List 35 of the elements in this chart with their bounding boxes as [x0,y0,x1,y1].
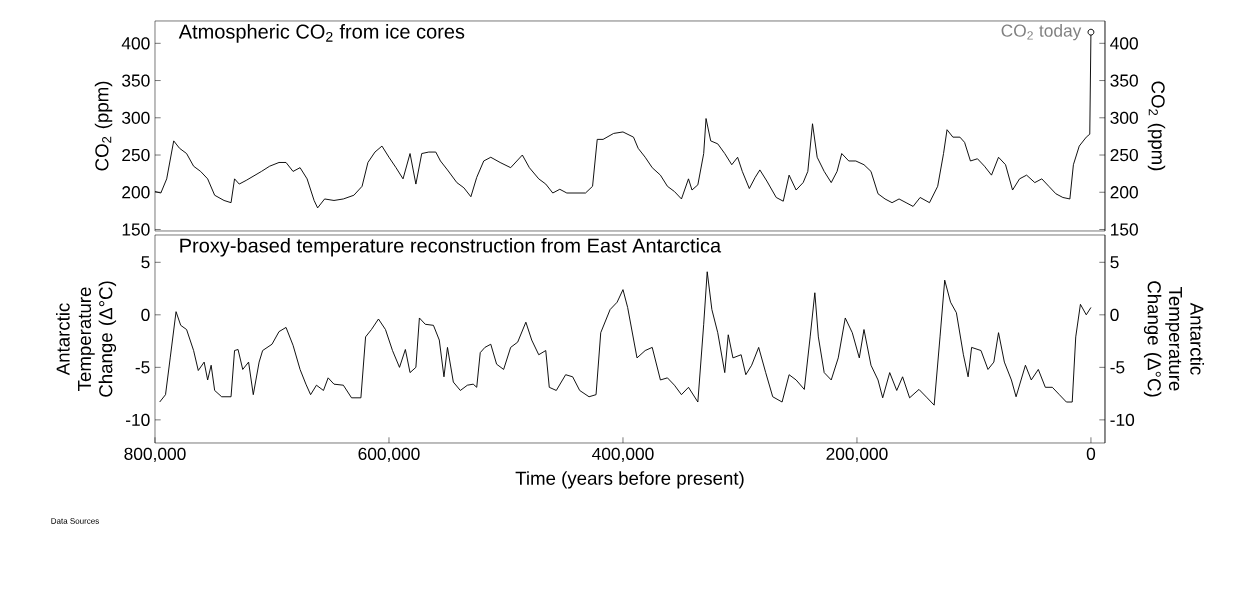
y2-tick-label: -10 [1110,413,1135,427]
x-tick-label: 800,000 [124,447,186,463]
text: Data Sources [51,518,99,524]
annotation: CO$_{2}$ today [1001,24,1082,41]
chart-title: Proxy-based temperature reconstruction from East Antarctica [180,237,722,257]
y-tick-label: 200 [122,186,150,199]
y2-axis-title: CO$_{2}$ (ppm) [1147,81,1166,171]
y2-tick-label: 300 [1110,111,1138,124]
y-axis-title: Antarctic Temperature Change (Δ°C) [56,281,117,397]
y2-tick-label: 0 [1110,308,1119,321]
x-tick-label: 0 [1086,447,1096,460]
chart-title: Atmospheric CO$_{2}$ from ice cores [178,24,465,43]
y-tick-label: 350 [122,74,150,87]
y-tick-label: 5 [141,256,150,269]
y2-tick-label: 350 [1110,74,1138,87]
y-tick-label: -10 [126,413,150,427]
y-tick-label: 300 [122,111,150,124]
x-axis-title: Time (years before present) [515,471,744,489]
line-series [159,271,1092,406]
y-tick-label: 250 [122,148,150,162]
y-tick-label: 400 [121,37,150,50]
x-tick-label: 600,000 [358,447,420,463]
x-tick-label: 200,000 [826,447,888,463]
y-tick-label: -5 [135,361,150,374]
y2-axis-title: Antarctic Temperature Change (Δ°C) [1143,281,1204,397]
y2-tick-label: 400 [1110,37,1138,50]
y-axis-title: CO$_{2}$ (ppm) [94,81,113,171]
x-tick-label: 400,000 [592,447,654,463]
y2-tick-label: 200 [1110,186,1138,199]
y2-tick-label: 250 [1110,148,1138,162]
y2-tick-label: -5 [1110,361,1125,374]
y2-tick-label: 5 [1110,256,1119,269]
y-tick-label: 0 [141,308,150,321]
y2-tick-label: 150 [1111,223,1138,236]
y-tick-label: 150 [122,223,150,236]
